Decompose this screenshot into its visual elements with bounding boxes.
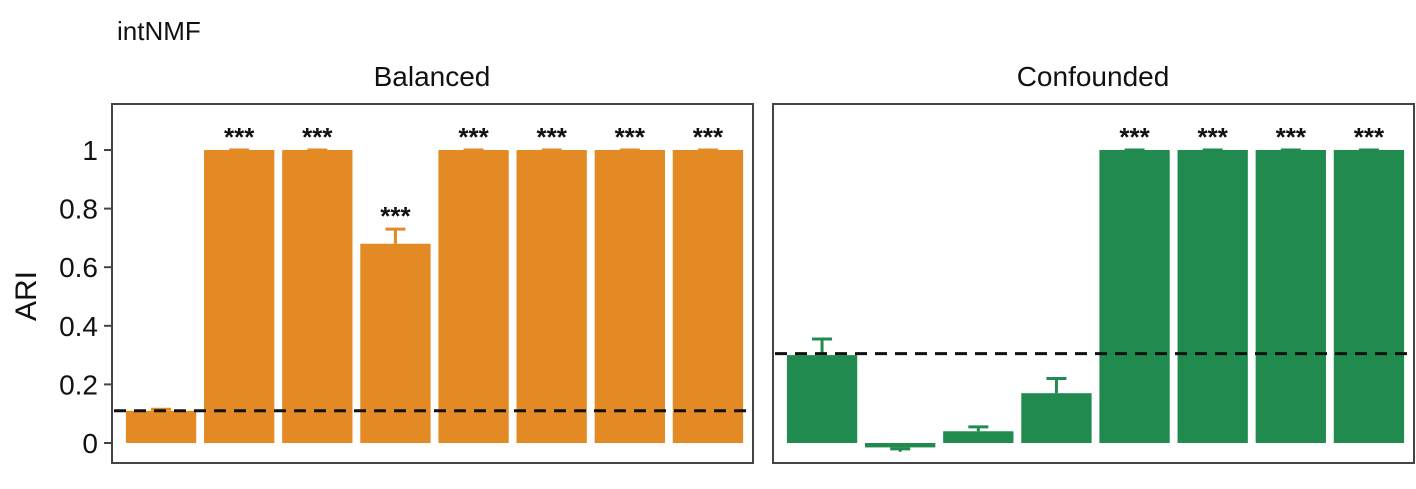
bar [1255, 150, 1326, 443]
y-tick-label: 0.8 [59, 194, 98, 225]
bar [594, 150, 665, 443]
significance-label: *** [1354, 122, 1385, 152]
bar [943, 431, 1014, 443]
bar [282, 150, 353, 443]
bar [1099, 150, 1170, 443]
bar [1177, 150, 1248, 443]
bar [438, 150, 509, 443]
panel-title-confounded: Confounded [1017, 61, 1170, 92]
significance-label: *** [224, 122, 255, 152]
significance-label: *** [537, 122, 568, 152]
y-tick-label: 0.2 [59, 369, 98, 400]
figure-title: intNMF [117, 16, 201, 46]
y-tick-label: 0.4 [59, 311, 98, 342]
bar [360, 243, 431, 443]
bar [516, 150, 587, 443]
y-tick-label: 0 [82, 428, 98, 459]
significance-label: *** [1119, 122, 1150, 152]
panel-confounded: *** *** *** *** [772, 103, 1415, 464]
bar [672, 150, 744, 443]
significance-label: *** [380, 201, 411, 231]
significance-label: *** [615, 122, 646, 152]
significance-label: *** [693, 122, 724, 152]
bar [786, 355, 858, 443]
bar [1333, 150, 1405, 443]
y-tick-label: 1 [82, 135, 98, 166]
significance-label: *** [458, 122, 489, 152]
significance-label: *** [1276, 122, 1307, 152]
y-axis: 0 0.2 0.4 0.6 0.8 1 [59, 135, 112, 459]
bar [865, 443, 936, 448]
panel-frame-confounded [772, 103, 1415, 464]
panel-frame-balanced [111, 103, 754, 464]
bar [1021, 393, 1092, 443]
panel-balanced: *** *** *** *** *** *** *** [111, 103, 754, 464]
bar [125, 410, 197, 443]
y-tick-label: 0.6 [59, 252, 98, 283]
y-axis-label: ARI [10, 271, 43, 321]
panel-title-balanced: Balanced [374, 61, 491, 92]
significance-label: *** [302, 122, 333, 152]
bar [204, 150, 275, 443]
significance-label: *** [1198, 122, 1229, 152]
